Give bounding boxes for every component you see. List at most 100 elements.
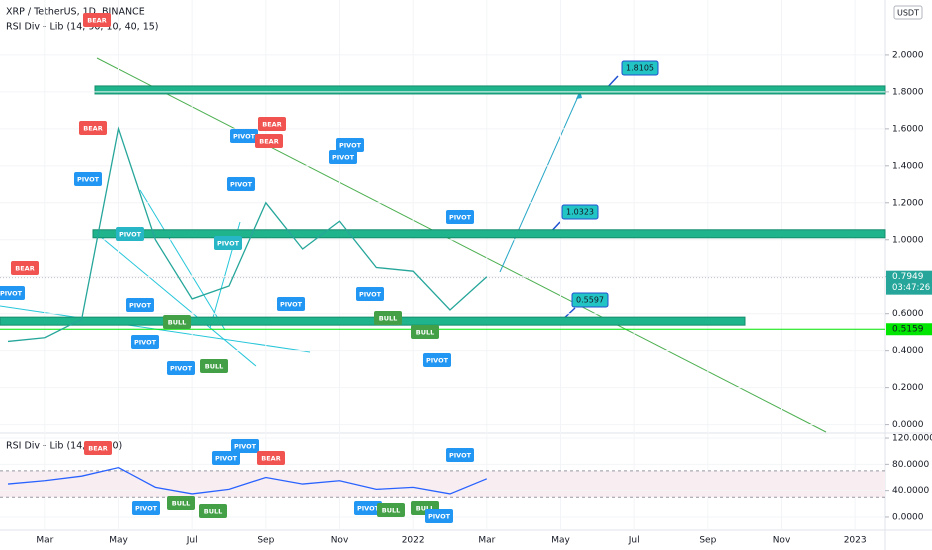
price-callout-label: 0.5597 <box>576 296 604 305</box>
signal-label <box>167 361 195 375</box>
indicator-title: RSI Div - Lib (14, 90, 10, 40, 15) <box>6 22 159 33</box>
signal-label <box>231 439 259 453</box>
signal-text: PIVOT <box>134 339 157 347</box>
y-tick-label: 40.0000 <box>892 486 929 496</box>
y-tick-label: 1.8000 <box>892 87 924 97</box>
signal-label <box>329 150 357 164</box>
signal-text: PIVOT <box>77 176 100 184</box>
x-tick-label: 2022 <box>402 536 425 546</box>
price-callout <box>571 292 609 308</box>
projection-arrow <box>499 91 581 273</box>
price-zone <box>0 316 746 326</box>
y-tick-label: 80.0000 <box>892 460 929 470</box>
trend-line <box>96 57 827 433</box>
x-tick-label: Jul <box>628 536 640 546</box>
signal-text: PIVOT <box>339 142 362 150</box>
signal-text: PIVOT <box>357 505 380 513</box>
price-callout <box>621 60 659 76</box>
signal-text: BULL <box>416 329 435 337</box>
signal-label <box>230 129 258 143</box>
signal-label <box>374 311 402 325</box>
x-tick-label: May <box>109 536 128 546</box>
y-tick-label: 2.0000 <box>892 50 924 60</box>
y-tick-label: 1.2000 <box>892 198 924 208</box>
signal-label <box>423 353 451 367</box>
signal-label <box>131 335 159 349</box>
x-tick-label: Nov <box>331 536 349 546</box>
y-tick-label: 0.6000 <box>892 309 924 319</box>
signal-label <box>199 504 227 518</box>
x-tick-label: 2023 <box>844 536 867 546</box>
price-callout <box>561 204 599 220</box>
signal-label <box>74 172 102 186</box>
y-tick-label: 1.6000 <box>892 124 924 134</box>
support-box <box>886 323 932 336</box>
signal-label <box>84 441 112 455</box>
signal-text: BULL <box>168 319 187 327</box>
signal-label <box>446 448 474 462</box>
support-label: 0.5159 <box>892 325 924 335</box>
signal-label <box>167 496 195 510</box>
x-tick-label: May <box>551 536 570 546</box>
price-line <box>7 466 488 495</box>
signal-label <box>258 117 286 131</box>
signal-label <box>212 451 240 465</box>
y-tick-label: 1.0000 <box>892 235 924 245</box>
signal-text: PIVOT <box>280 301 303 309</box>
signal-label <box>354 501 382 515</box>
signal-text: PIVOT <box>449 214 472 222</box>
signal-text: PIVOT <box>215 455 238 463</box>
unit-badge[interactable] <box>893 5 923 20</box>
signal-label <box>214 236 242 250</box>
last-price-box <box>886 270 932 295</box>
y-tick-label: 0.2000 <box>892 383 924 393</box>
signal-text: PIVOT <box>428 513 451 521</box>
x-tick-label: Nov <box>773 536 791 546</box>
signal-text: PIVOT <box>0 290 23 298</box>
y-tick-label: 0.0000 <box>892 512 924 522</box>
price-zone <box>94 85 886 95</box>
signal-label <box>11 261 39 275</box>
signal-label <box>126 298 154 312</box>
signal-text: PIVOT <box>217 240 240 248</box>
signal-label <box>257 451 285 465</box>
signal-label <box>83 13 111 27</box>
signal-label <box>336 138 364 152</box>
signal-text: BULL <box>172 500 191 508</box>
signal-text: PIVOT <box>170 365 193 373</box>
signal-text: PIVOT <box>230 181 253 189</box>
signal-text: PIVOT <box>332 154 355 162</box>
signal-text: BULL <box>382 507 401 515</box>
x-tick-label: Sep <box>699 536 716 546</box>
signal-text: BEAR <box>87 17 106 25</box>
signal-text: BEAR <box>261 455 280 463</box>
trend-line <box>139 189 226 331</box>
signal-text: BEAR <box>15 265 34 273</box>
signal-text: BULL <box>205 363 224 371</box>
signal-text: PIVOT <box>233 133 256 141</box>
signal-text: BULL <box>204 508 223 516</box>
y-tick-label: 0.0000 <box>892 420 924 430</box>
price-callout-label: 1.8105 <box>626 64 654 73</box>
signal-label <box>377 503 405 517</box>
price-zone <box>92 229 886 239</box>
signal-text: BEAR <box>83 125 102 133</box>
signal-text: BEAR <box>88 445 107 453</box>
signal-text: PIVOT <box>234 443 257 451</box>
signal-text: PIVOT <box>359 291 382 299</box>
signal-label <box>356 287 384 301</box>
signal-text: PIVOT <box>119 231 142 239</box>
last-price-label: 0.7949 <box>892 272 924 282</box>
signal-label <box>425 509 453 523</box>
signal-label <box>200 359 228 373</box>
signal-text: BULL <box>379 315 398 323</box>
signal-label <box>255 134 283 148</box>
signal-text: PIVOT <box>449 452 472 460</box>
signal-text: PIVOT <box>426 357 449 365</box>
signal-text: BEAR <box>262 121 281 129</box>
y-tick-label: 1.4000 <box>892 161 924 171</box>
signal-label <box>116 227 144 241</box>
x-tick-label: Sep <box>257 536 274 546</box>
signal-label <box>277 297 305 311</box>
